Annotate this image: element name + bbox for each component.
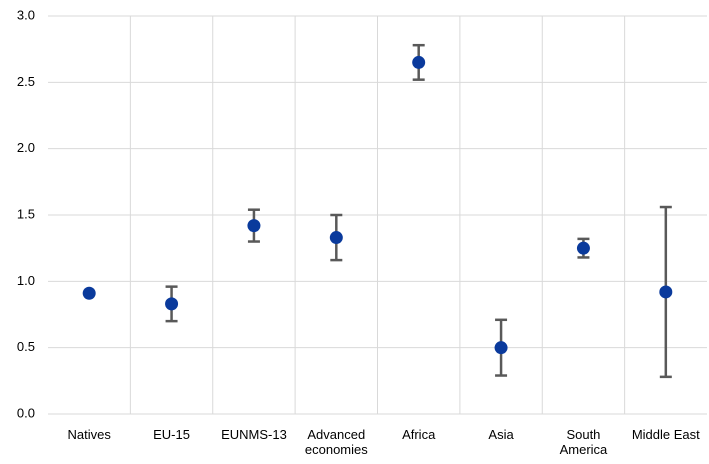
point xyxy=(494,341,508,355)
y-tick-label: 2.5 xyxy=(17,74,35,89)
x-tick-label: Asia xyxy=(488,427,514,442)
y-tick-label: 0.5 xyxy=(17,339,35,354)
point xyxy=(412,55,426,69)
x-tick-label: EU-15 xyxy=(153,427,190,442)
x-tick-label: Natives xyxy=(67,427,111,442)
x-tick-label: South America xyxy=(559,427,608,457)
x-tick-label: Africa xyxy=(402,427,436,442)
y-tick-label: 3.0 xyxy=(17,7,35,22)
x-tick-label: Advanced economies xyxy=(304,427,368,457)
x-tick-label: Middle East xyxy=(631,427,700,442)
y-tick-label: 0.0 xyxy=(17,405,35,420)
y-tick-label: 1.0 xyxy=(17,273,35,288)
y-tick-label: 2.0 xyxy=(17,140,35,155)
y-tick-label: 1.5 xyxy=(17,206,35,221)
point xyxy=(82,286,96,300)
point xyxy=(576,241,590,255)
point xyxy=(329,231,343,245)
x-tick-label: EUNMS-13 xyxy=(221,427,287,442)
point xyxy=(659,285,673,299)
point xyxy=(165,297,179,311)
point xyxy=(247,219,261,233)
